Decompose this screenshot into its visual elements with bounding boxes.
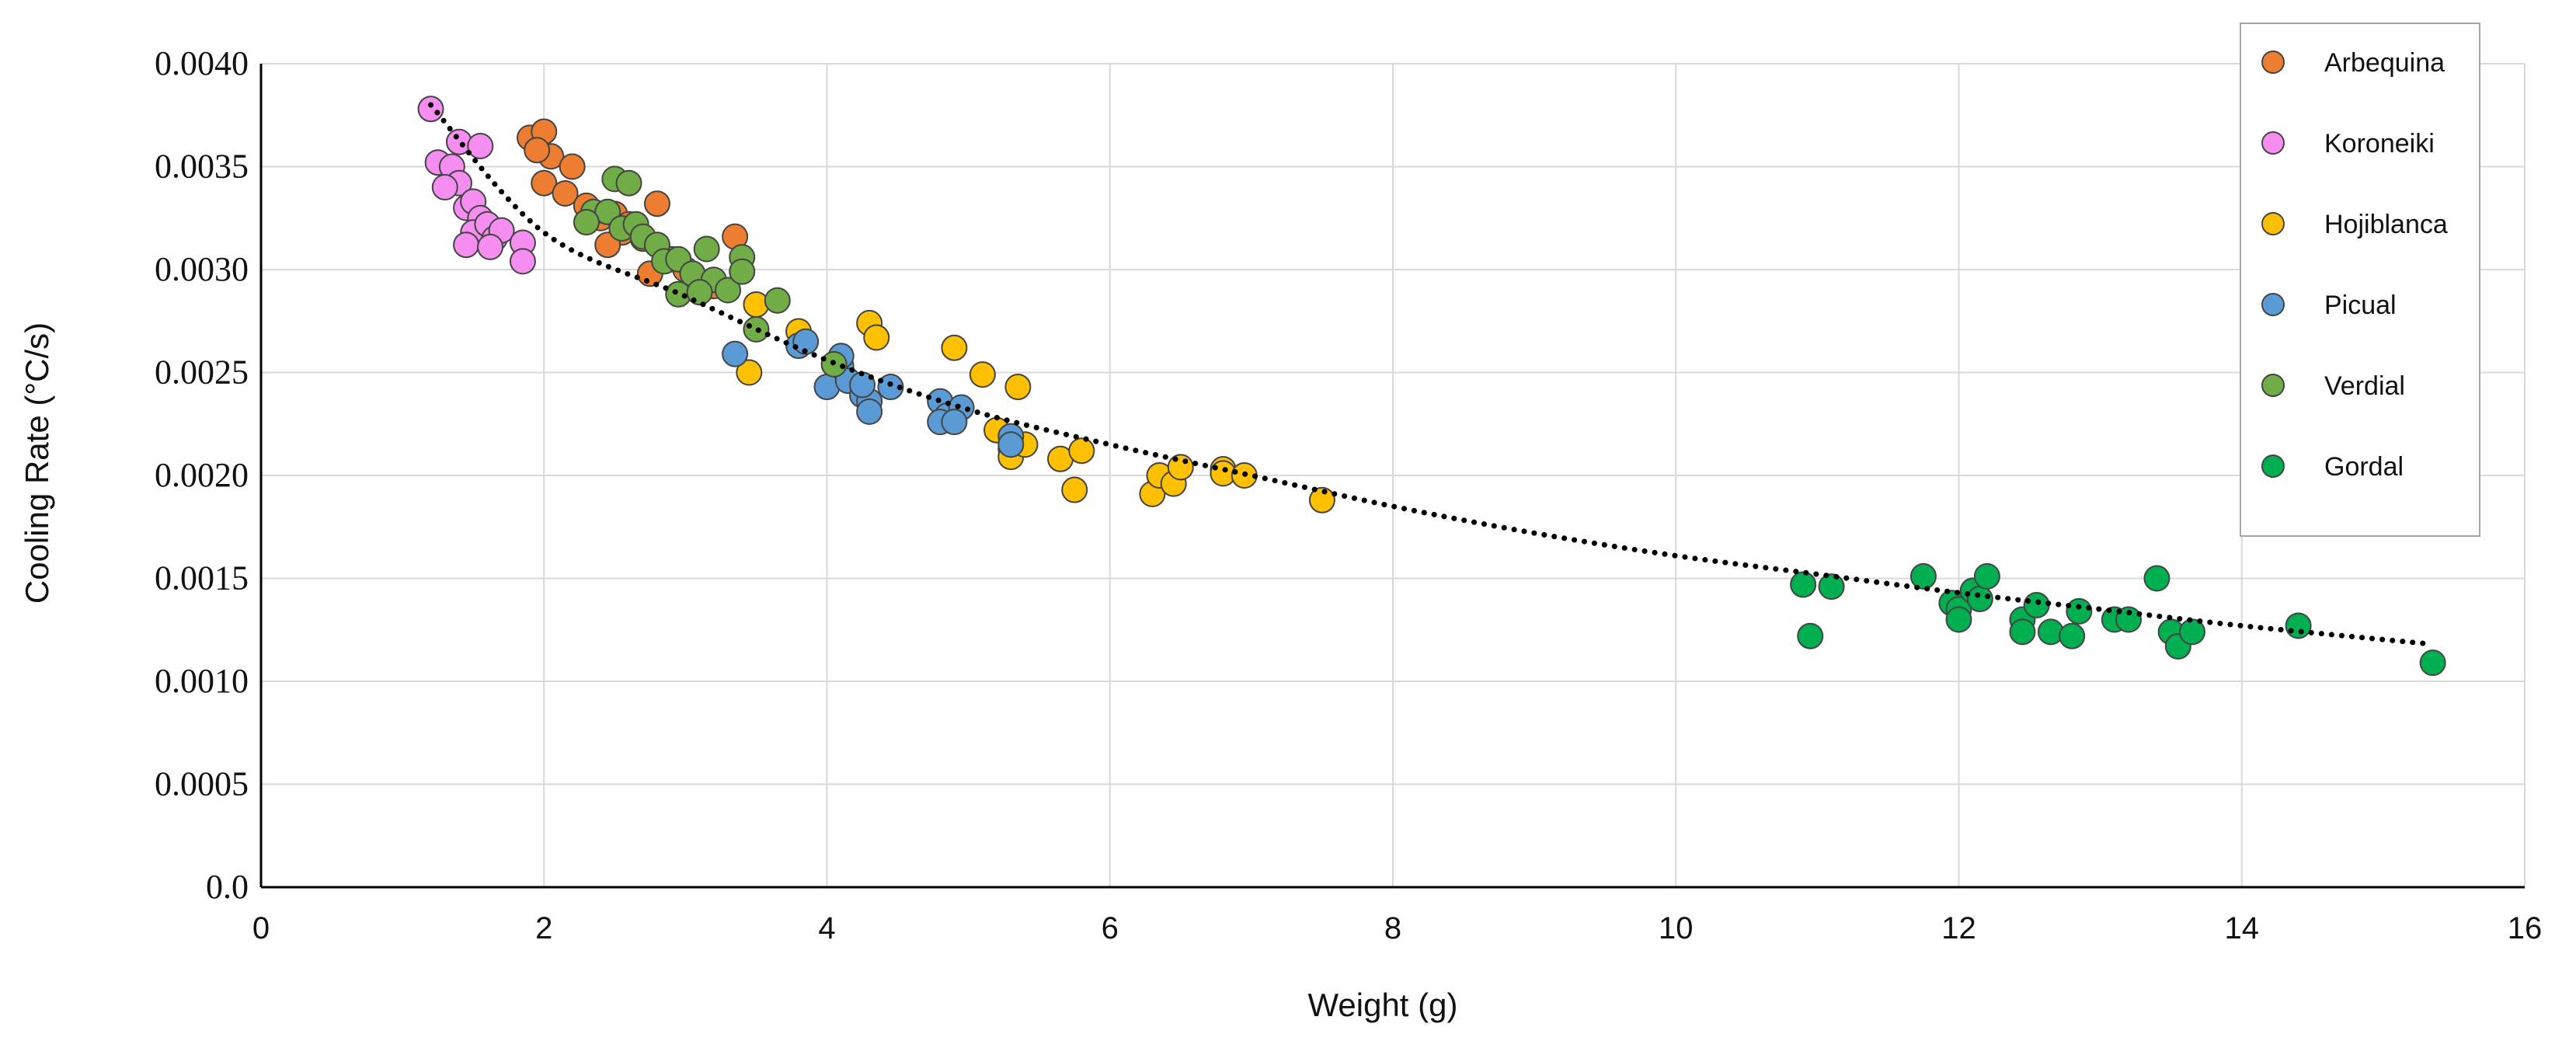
y-tick-label: 0.0025 (155, 353, 249, 392)
legend-marker (2261, 293, 2285, 316)
y-axis-title: Cooling Rate (°C/s) (19, 322, 55, 604)
data-point (764, 287, 791, 314)
data-point (2419, 649, 2446, 677)
legend-box (2240, 23, 2480, 537)
data-point (1973, 562, 2000, 590)
data-point (722, 340, 749, 367)
data-point (1966, 586, 1993, 612)
data-point (863, 324, 890, 351)
data-point (856, 398, 883, 425)
x-tick-label: 14 (2225, 911, 2260, 945)
data-point (877, 374, 904, 401)
x-tick-label: 2 (535, 911, 552, 945)
data-point (417, 96, 444, 123)
legend-item-verdial: Verdial (2261, 371, 2405, 401)
y-tick-label: 0.0015 (155, 559, 249, 597)
data-point (686, 279, 713, 306)
x-tick-label: 0 (252, 911, 270, 945)
data-point (453, 232, 480, 259)
trendline (428, 102, 2436, 647)
data-point (1068, 437, 1095, 465)
y-tick-label: 0.0020 (155, 456, 249, 494)
y-tick-label: 0.0035 (155, 148, 249, 186)
series-koroneiki (417, 96, 536, 275)
data-point (431, 174, 458, 200)
legend-item-koroneiki: Koroneiki (2261, 129, 2435, 158)
legend-label: Hojiblanca (2324, 210, 2448, 239)
data-point (1818, 573, 1845, 601)
data-point (2115, 606, 2143, 633)
data-point (477, 233, 504, 260)
data-point (2143, 565, 2170, 592)
data-point (1945, 606, 1972, 633)
legend-item-arbequina: Arbequina (2261, 48, 2445, 78)
legend-marker (2261, 374, 2285, 397)
data-point (2285, 612, 2312, 639)
x-tick-label: 6 (1102, 911, 1119, 945)
data-point (729, 258, 756, 285)
data-point (2009, 618, 2036, 646)
data-point (509, 248, 536, 275)
y-tick-label: 0.0030 (155, 250, 249, 288)
axes (259, 64, 2525, 889)
legend-marker (2261, 50, 2285, 74)
data-point (559, 153, 586, 180)
data-point (1308, 486, 1335, 514)
data-point (1797, 622, 1824, 649)
data-point (736, 359, 763, 386)
data-point (2059, 622, 2086, 649)
trendline-path (428, 102, 2436, 647)
data-point (1004, 374, 1032, 401)
data-point (524, 137, 551, 164)
y-tick-label: 0.0005 (155, 765, 249, 803)
y-tick-label: 0.0010 (155, 662, 249, 700)
grid (260, 63, 2526, 888)
data-point (1061, 476, 1088, 503)
x-tick-label: 12 (1941, 911, 1976, 945)
legend-label: Koroneiki (2324, 129, 2435, 158)
legend: Arbequina Koroneiki Hojiblanca Picual Verdia… (2240, 23, 2480, 537)
data-point (1909, 562, 1937, 590)
data-point (969, 361, 996, 388)
legend-marker (2261, 212, 2285, 235)
data-point (552, 179, 579, 207)
legend-item-hojiblanca: Hojiblanca (2261, 210, 2448, 239)
data-point (2023, 591, 2050, 618)
data-point (1790, 571, 1817, 598)
y-tick-label: 0.0 (206, 868, 249, 906)
data-point (792, 328, 820, 355)
data-point (643, 190, 670, 218)
data-point (531, 169, 558, 197)
x-tick-label: 10 (1659, 911, 1694, 945)
legend-marker (2261, 131, 2285, 155)
legend-item-gordal: Gordal (2261, 452, 2404, 482)
x-tick-label: 16 (2508, 911, 2543, 945)
data-point (1167, 454, 1194, 481)
legend-label: Picual (2324, 291, 2397, 320)
x-tick-labels: 0 2 4 6 8 10 12 14 16 (252, 911, 2542, 945)
legend-marker (2261, 454, 2285, 478)
data-point (467, 133, 494, 159)
y-tick-labels: 0.0 0.0005 0.0010 0.0015 0.0020 0.0025 0.0030 0… (155, 44, 249, 906)
data-point (693, 235, 720, 263)
data-point (573, 209, 600, 236)
legend-label: Verdial (2324, 371, 2405, 401)
legend-item-picual: Picual (2261, 291, 2397, 320)
x-tick-label: 8 (1384, 911, 1401, 945)
data-point (615, 169, 642, 197)
legend-label: Arbequina (2324, 48, 2445, 78)
data-point (2066, 597, 2093, 625)
data-point (941, 334, 968, 361)
x-tick-label: 4 (818, 911, 835, 945)
y-tick-label: 0.0040 (155, 44, 249, 82)
data-point (941, 409, 968, 436)
legend-label: Gordal (2324, 452, 2404, 482)
x-axis-title: Weight (g) (1308, 987, 1458, 1023)
data-point (997, 431, 1025, 458)
data-point (715, 277, 742, 304)
